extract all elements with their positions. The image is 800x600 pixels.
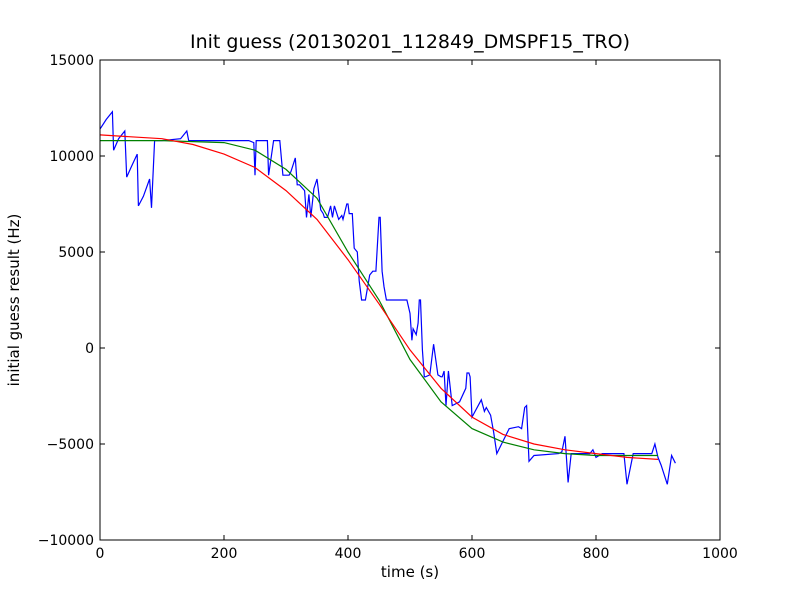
y-tick-label: −5000 <box>47 437 94 453</box>
series-group <box>99 110 676 485</box>
x-tick-label: 800 <box>583 546 610 562</box>
chart-title: Init guess (20130201_112849_DMSPF15_TRO) <box>190 31 630 53</box>
y-axis-label: initial guess result (Hz) <box>5 214 23 387</box>
y-tick-label: 10000 <box>49 149 94 165</box>
y-tick-label: 0 <box>85 341 94 357</box>
x-tick-label: 400 <box>335 546 362 562</box>
series-line-1 <box>99 110 676 485</box>
plot-area-frame <box>99 59 721 541</box>
x-tick-label: 600 <box>459 546 486 562</box>
x-axis: 0 200 400 600 800 1000 <box>96 60 738 562</box>
x-tick-label: 0 <box>96 546 105 562</box>
series-line-3 <box>99 134 659 460</box>
x-axis-label: time (s) <box>381 563 439 581</box>
y-tick-label: 15000 <box>49 53 94 69</box>
y-axis: −10000 −5000 0 5000 10000 15000 <box>38 53 720 549</box>
series-line-2 <box>100 140 658 457</box>
x-tick-label: 200 <box>211 546 238 562</box>
x-tick-label: 1000 <box>702 546 738 562</box>
y-tick-label: 5000 <box>58 245 94 261</box>
y-tick-label: −10000 <box>38 533 94 549</box>
